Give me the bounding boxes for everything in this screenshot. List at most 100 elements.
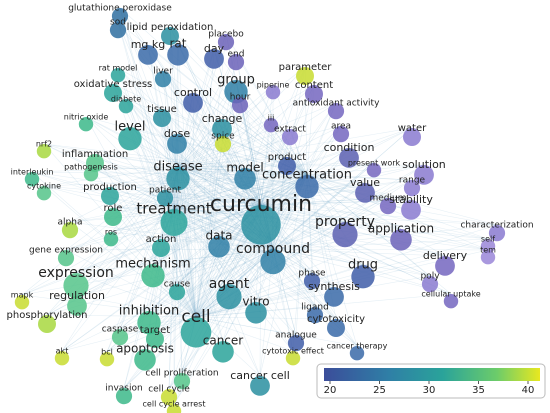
node-label: ros	[105, 228, 117, 237]
node-label: liver	[153, 67, 173, 77]
edge	[43, 185, 274, 250]
edge	[69, 208, 175, 223]
colorbar-tick-label: 30	[423, 385, 436, 396]
edge	[176, 248, 274, 285]
edge	[195, 264, 364, 318]
node	[161, 27, 179, 45]
colorbar-tick-label: 25	[373, 385, 386, 396]
node	[38, 315, 56, 333]
node-label: application	[368, 222, 434, 236]
node	[306, 307, 324, 324]
edge	[177, 166, 257, 303]
edge	[31, 171, 262, 206]
node-label: extract	[274, 125, 306, 135]
node	[403, 180, 421, 197]
edge	[173, 208, 261, 377]
edge	[235, 53, 308, 176]
edge	[177, 166, 489, 251]
edge	[123, 174, 308, 389]
edge	[260, 117, 272, 206]
node	[57, 250, 75, 267]
edge	[260, 164, 425, 206]
edge	[195, 84, 315, 318]
edge	[177, 166, 262, 206]
node-label: target	[140, 325, 170, 336]
edge	[177, 102, 337, 168]
node	[36, 144, 52, 159]
edge	[177, 166, 452, 295]
edge	[61, 248, 274, 352]
node	[480, 239, 496, 254]
edge	[306, 164, 425, 176]
edge	[260, 204, 346, 223]
edge	[195, 316, 358, 347]
node-label: action	[146, 234, 177, 245]
edge	[260, 204, 452, 295]
node	[166, 167, 190, 191]
edge	[195, 118, 223, 318]
edge	[112, 207, 197, 318]
node-label: level	[115, 120, 146, 135]
node-label: data	[205, 229, 232, 243]
node	[216, 284, 242, 310]
edge	[76, 174, 308, 297]
edge	[192, 92, 197, 318]
edge	[112, 83, 197, 318]
edge	[304, 66, 308, 176]
edge	[75, 204, 262, 274]
node-label: model	[226, 161, 263, 175]
edge	[195, 224, 498, 318]
edge	[272, 248, 489, 251]
edge	[117, 21, 197, 318]
node-label: ligand	[301, 303, 329, 313]
edge	[173, 174, 308, 210]
edge	[195, 96, 241, 318]
node	[234, 168, 256, 190]
node	[101, 187, 119, 205]
edge	[144, 174, 308, 350]
node	[109, 22, 127, 39]
node-label: dose	[164, 127, 190, 140]
edge	[177, 66, 306, 168]
node-label: medium	[370, 194, 407, 204]
edge	[152, 174, 308, 265]
edge	[76, 248, 274, 297]
edge	[85, 116, 262, 206]
edge	[61, 208, 175, 352]
edge	[43, 185, 262, 206]
node-label: self	[481, 235, 495, 244]
edge	[110, 208, 175, 233]
edge	[173, 248, 274, 405]
node	[241, 205, 281, 245]
node-label: phosphorylation	[7, 310, 88, 321]
node	[154, 71, 172, 88]
node	[183, 93, 203, 113]
edge	[177, 166, 413, 181]
node-label: cause	[164, 280, 191, 290]
node	[332, 222, 358, 248]
node	[231, 97, 249, 114]
edge	[195, 48, 215, 318]
edge	[110, 231, 274, 250]
edge	[75, 272, 197, 318]
node	[355, 183, 375, 203]
edge	[173, 167, 246, 210]
node-label: agent	[209, 276, 250, 292]
edge	[75, 208, 175, 274]
edge	[43, 166, 179, 187]
edge	[173, 199, 412, 210]
edge	[173, 117, 272, 210]
node	[115, 388, 133, 405]
node-label: sod	[110, 18, 126, 28]
edge	[110, 174, 308, 233]
edge	[177, 128, 291, 168]
edge	[306, 174, 431, 277]
node-label: cytotoxic effect	[262, 347, 324, 356]
edge	[235, 53, 262, 206]
edge	[195, 238, 489, 318]
edge	[272, 221, 346, 250]
node-label: role	[104, 203, 123, 214]
edge	[61, 174, 308, 352]
edge	[112, 83, 179, 168]
edge	[306, 174, 366, 184]
